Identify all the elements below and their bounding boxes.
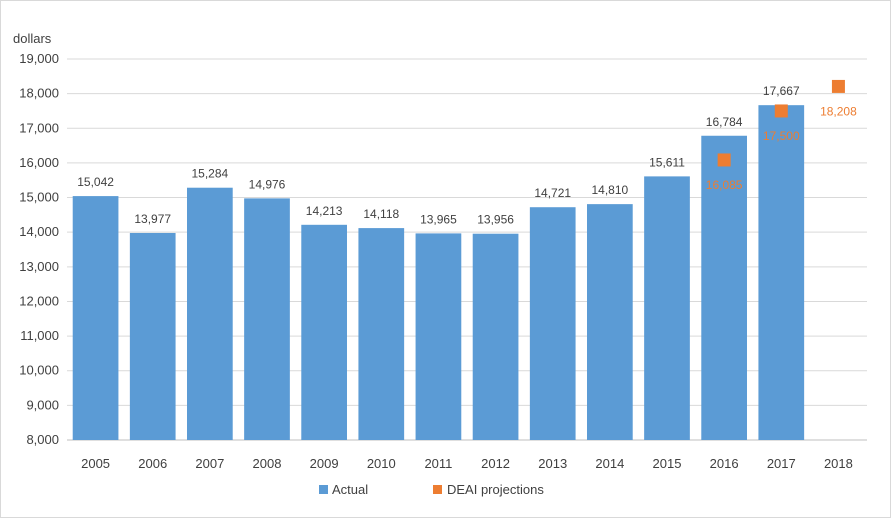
bar-2015 (644, 176, 690, 440)
projection-data-label: 18,208 (820, 104, 857, 118)
bar-2016 (701, 135, 747, 440)
y-tick-label: 10,000 (19, 363, 59, 378)
x-tick-label: 2017 (767, 456, 796, 471)
bar-2008 (244, 198, 290, 440)
y-tick-label: 13,000 (19, 259, 59, 274)
bar-data-label: 14,213 (306, 204, 343, 218)
bar-data-label: 14,976 (249, 177, 286, 191)
legend-label-projections: DEAI projections (447, 482, 544, 497)
y-tick-label: 14,000 (19, 224, 59, 239)
actual-bars: 15,042 13,977 15,284 14,976 14,213 14,118 13,9… (72, 84, 805, 440)
y-tick-label: 18,000 (19, 86, 59, 101)
x-tick-label: 2015 (653, 456, 682, 471)
y-tick-label: 9,000 (26, 397, 59, 412)
x-tick-label: 2011 (424, 456, 452, 471)
bar-2006 (129, 232, 176, 440)
bar-2010 (358, 228, 405, 440)
bar-2007 (187, 187, 233, 440)
legend-label-actual: Actual (332, 482, 368, 497)
x-tick-label: 2006 (138, 456, 167, 471)
bar-data-label: 13,956 (477, 213, 514, 227)
bar-2014 (587, 204, 633, 440)
bar-data-label: 14,118 (363, 207, 399, 221)
y-tick-label: 19,000 (19, 51, 59, 66)
bar-data-label: 14,721 (534, 186, 571, 200)
legend: Actual DEAI projections (319, 482, 544, 497)
y-tick-label: 17,000 (19, 120, 59, 135)
y-tick-label: 15,000 (19, 190, 59, 205)
x-tick-label: 2014 (595, 456, 624, 471)
projection-data-label: 16,085 (706, 178, 743, 192)
x-tick-label: 2005 (81, 456, 110, 471)
bar-2005 (72, 196, 119, 440)
bar-data-label: 15,284 (192, 167, 229, 181)
y-axis-title: dollars (13, 31, 52, 46)
bar-2017 (758, 105, 805, 440)
y-axis-ticks: 8,000 9,000 10,000 11,000 12,000 13,000 14,000… (19, 51, 59, 447)
x-tick-label: 2013 (538, 456, 567, 471)
bar-data-label: 15,042 (77, 175, 114, 189)
bar-data-label: 15,611 (649, 155, 685, 169)
x-tick-label: 2018 (824, 456, 853, 471)
bar-data-label: 16,784 (706, 115, 743, 129)
projection-marker-2018 (831, 79, 845, 93)
x-tick-label: 2008 (253, 456, 282, 471)
projection-marker-2016 (717, 153, 731, 167)
bar-2009 (301, 224, 347, 440)
bar-data-label: 13,977 (134, 212, 171, 226)
x-tick-label: 2009 (310, 456, 339, 471)
bar-data-label: 14,810 (592, 183, 629, 197)
y-tick-label: 11,000 (20, 328, 59, 343)
bar-2011 (415, 233, 462, 440)
bar-2012 (472, 233, 519, 440)
legend-swatch-actual (319, 485, 328, 494)
y-tick-label: 12,000 (19, 293, 59, 308)
x-tick-label: 2010 (367, 456, 396, 471)
x-axis-ticks: 2005 2006 2007 2008 2009 2010 2011 2012 2013 2014… (81, 456, 853, 471)
projection-data-label: 17,500 (763, 129, 800, 143)
bar-2013 (529, 207, 576, 440)
projection-marker-2017 (774, 104, 788, 118)
bar-data-label: 17,667 (763, 84, 800, 98)
y-tick-label: 16,000 (19, 155, 59, 170)
x-tick-label: 2007 (195, 456, 224, 471)
y-tick-label: 8,000 (26, 432, 59, 447)
projection-markers: 16,085 17,500 18,208 (706, 79, 857, 192)
x-tick-label: 2016 (710, 456, 739, 471)
x-tick-label: 2012 (481, 456, 510, 471)
legend-swatch-projections (433, 485, 442, 494)
bar-data-label: 13,965 (420, 212, 457, 226)
